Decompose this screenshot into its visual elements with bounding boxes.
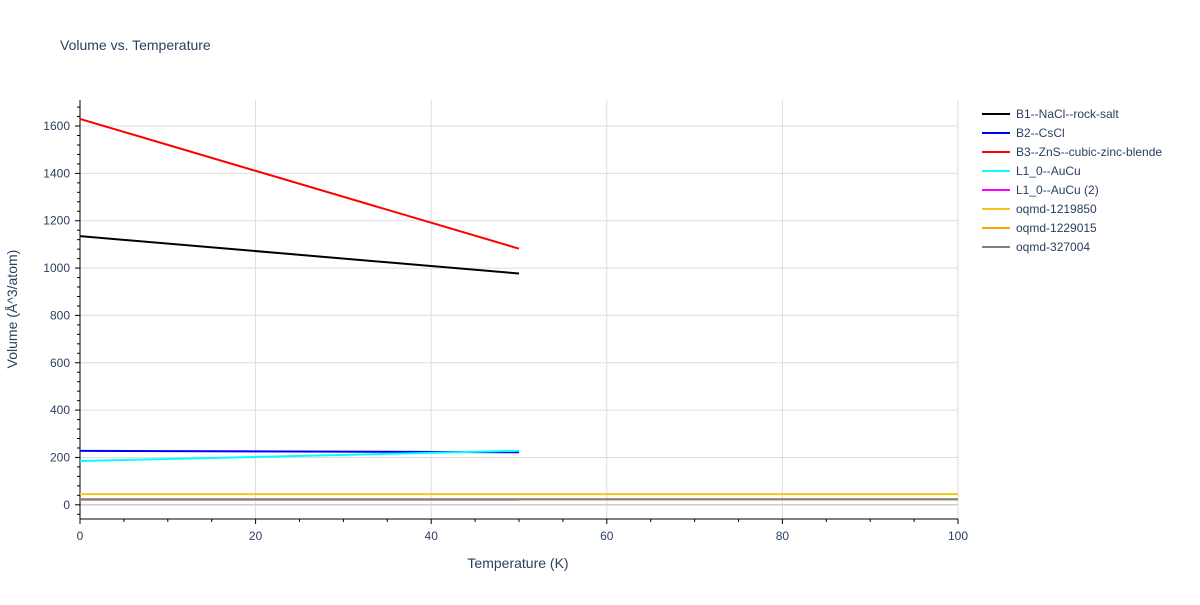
legend-label: oqmd-1229015: [1016, 221, 1097, 235]
x-tick-label: 80: [776, 529, 790, 543]
legend-item[interactable]: oqmd-1229015: [982, 221, 1097, 235]
axes-layer: 0 20 40 60 80 1000200400600800100012001400160…: [43, 100, 968, 543]
y-tick-label: 800: [50, 308, 70, 322]
series-line-B1--NaCl--rock-salt: [79, 235, 520, 275]
legend-item[interactable]: B3--ZnS--cubic-zinc-blende: [982, 145, 1162, 159]
x-tick-label: 100: [948, 529, 968, 543]
x-tick-label: 20: [249, 529, 263, 543]
legend: B1--NaCl--rock-salt B2--CsCl B3--ZnS--cubi…: [982, 107, 1162, 254]
legend-label: oqmd-1219850: [1016, 202, 1097, 216]
y-tick-label: 1600: [43, 119, 70, 133]
legend-label: oqmd-327004: [1016, 240, 1090, 254]
legend-item[interactable]: B1--NaCl--rock-salt: [982, 107, 1119, 121]
chart-title: Volume vs. Temperature: [60, 37, 211, 53]
series-layer: [79, 117, 958, 501]
series-line-L1_0--AuCu: [79, 449, 520, 463]
x-axis-title: Temperature (K): [467, 555, 568, 571]
legend-item[interactable]: oqmd-327004: [982, 240, 1090, 254]
x-tick-label: 0: [77, 529, 84, 543]
y-tick-label: 400: [50, 403, 70, 417]
series-line-B3--ZnS--cubic-zinc-blende: [79, 117, 520, 250]
x-tick-label: 40: [425, 529, 439, 543]
legend-label: L1_0--AuCu (2): [1016, 183, 1099, 197]
y-tick-label: 1000: [43, 261, 70, 275]
legend-item[interactable]: oqmd-1219850: [982, 202, 1097, 216]
y-axis-title: Volume (Å^3/atom): [4, 250, 20, 369]
y-tick-label: 1400: [43, 166, 70, 180]
legend-label: B1--NaCl--rock-salt: [1016, 107, 1119, 121]
x-tick-label: 60: [600, 529, 614, 543]
grid-layer: [80, 100, 959, 519]
y-tick-label: 1200: [43, 214, 70, 228]
legend-item[interactable]: L1_0--AuCu (2): [982, 183, 1099, 197]
legend-label: B2--CsCl: [1016, 126, 1065, 140]
legend-label: L1_0--AuCu: [1016, 164, 1081, 178]
legend-item[interactable]: L1_0--AuCu: [982, 164, 1081, 178]
y-tick-label: 600: [50, 356, 70, 370]
legend-item[interactable]: B2--CsCl: [982, 126, 1065, 140]
y-tick-label: 0: [63, 498, 70, 512]
y-tick-label: 200: [50, 450, 70, 464]
legend-label: B3--ZnS--cubic-zinc-blende: [1016, 145, 1162, 159]
